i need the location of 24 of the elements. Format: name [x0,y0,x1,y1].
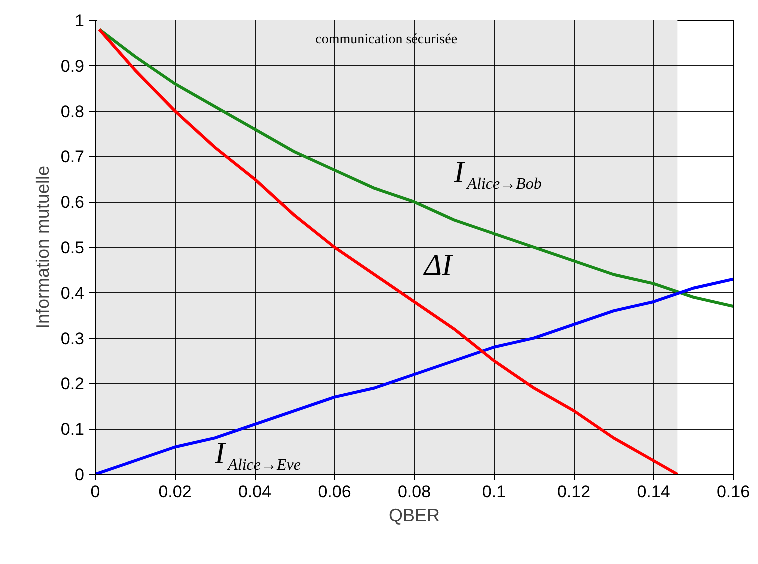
x-tick-label: 0.02 [158,482,192,502]
y-tick-label: 0.6 [60,193,85,212]
x-tick-label: 0.06 [318,482,352,502]
y-tick-label: 0.3 [60,329,85,348]
line-series [98,28,734,308]
x-tick-label: 0.14 [637,482,670,502]
x-tick-label: 0.12 [557,482,591,502]
y-tick-label: 0.1 [60,420,85,440]
x-tick-label: 0.16 [716,482,750,502]
x-tick-label: 0 [90,482,100,502]
series-label: ΔI [424,248,454,282]
y-tick-label: 0.5 [60,238,85,258]
y-tick-label: 0 [75,466,85,484]
y-tick-label: 0.8 [60,102,85,122]
x-tick-label: 0.04 [238,482,272,502]
y-tick-label: 0.7 [60,148,85,167]
y-tick-label: 1 [75,12,85,30]
x-tick-label: 0.08 [398,482,432,502]
y-axis-title: Information mutuelle [32,166,53,330]
x-axis-title: QBER [388,506,440,526]
y-tick-label: 0.4 [60,284,85,303]
y-tick-label: 0.9 [60,56,85,76]
y-tick-label: 0.2 [60,374,85,394]
x-tick-label: 0.1 [482,482,506,502]
